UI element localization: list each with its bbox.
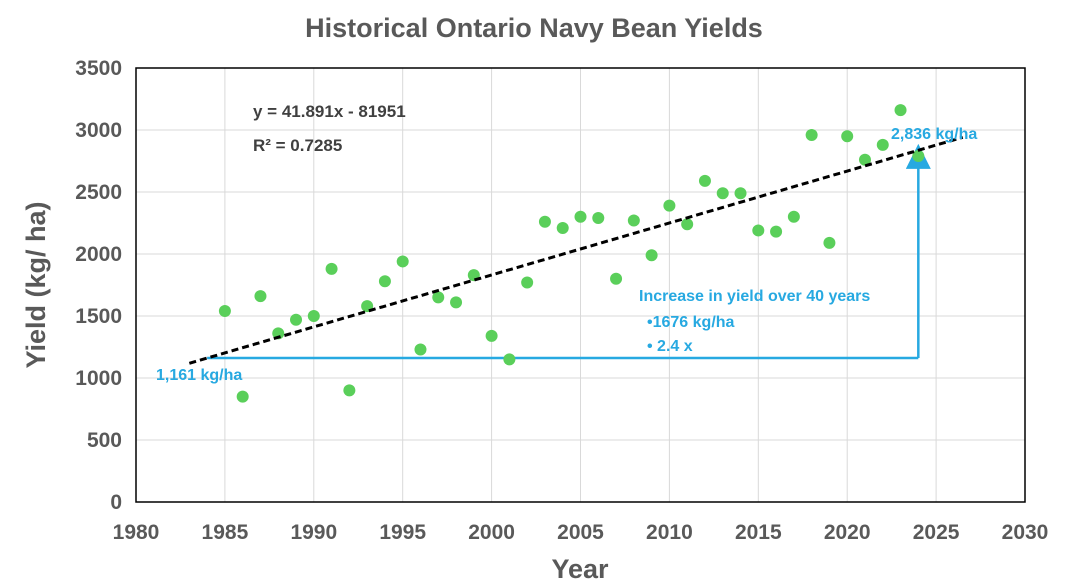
data-point-2017 — [787, 210, 800, 223]
trendline-path — [188, 135, 964, 365]
x-tick-label-2010: 2010 — [646, 521, 693, 544]
trendline-r-squared: R² = 0.7285 — [253, 136, 342, 155]
y-axis-ticks: 0 500 1000 1500 2000 2500 3000 3500 — [75, 57, 122, 514]
data-point-2006 — [592, 212, 605, 225]
data-point-2016 — [770, 225, 783, 238]
data-point-2013 — [716, 187, 729, 200]
x-tick-label-2005: 2005 — [557, 521, 604, 544]
y-tick-label-2500: 2500 — [75, 181, 122, 204]
x-tick-label-2020: 2020 — [824, 521, 871, 544]
gridlines — [135, 67, 1026, 503]
data-point-1987 — [254, 290, 267, 303]
data-point-2022 — [876, 138, 889, 151]
y-tick-label-1000: 1000 — [75, 367, 122, 390]
data-point-1996 — [414, 343, 427, 356]
data-point-1998 — [450, 296, 463, 309]
increase-annotation-lines — [207, 143, 931, 360]
x-tick-label-1990: 1990 — [290, 521, 337, 544]
trendline — [188, 135, 964, 365]
data-point-2003 — [538, 215, 551, 228]
data-point-2005 — [574, 210, 587, 223]
data-point-2019 — [823, 236, 836, 249]
x-tick-label-2025: 2025 — [913, 521, 960, 544]
x-tick-label-2015: 2015 — [735, 521, 782, 544]
data-point-1990 — [307, 310, 320, 322]
y-tick-label-2000: 2000 — [75, 243, 122, 266]
y-tick-label-0: 0 — [110, 491, 122, 514]
x-tick-label-2000: 2000 — [468, 521, 515, 544]
increase-item-amount: •1676 kg/ha — [647, 314, 735, 331]
chart-title: Historical Ontario Navy Bean Yields — [305, 13, 763, 43]
data-point-2014 — [734, 187, 747, 200]
data-point-2004 — [556, 221, 569, 234]
data-point-1986 — [236, 390, 249, 403]
plot-area-border — [135, 67, 1026, 503]
data-point-2012 — [698, 174, 711, 187]
y-tick-label-1500: 1500 — [75, 305, 122, 328]
data-point-2000 — [485, 329, 498, 342]
data-point-1992 — [343, 384, 356, 397]
data-points — [218, 104, 925, 403]
data-point-2001 — [503, 353, 516, 366]
data-point-2023 — [894, 104, 907, 117]
trendline-equation: y = 41.891x - 81951 — [253, 102, 406, 121]
x-axis-ticks: 1980 1985 1990 1995 2000 2005 2010 2015 2020 2025… — [113, 521, 1049, 544]
data-point-2018 — [805, 128, 818, 141]
data-point-2011 — [681, 218, 694, 231]
end-yield-label: 2,836 kg/ha — [891, 126, 977, 143]
data-point-2009 — [645, 249, 658, 262]
data-point-2020 — [841, 130, 854, 143]
data-point-1991 — [325, 262, 338, 275]
data-point-1995 — [396, 255, 409, 268]
data-point-1989 — [290, 313, 303, 326]
x-tick-label-2030: 2030 — [1002, 521, 1049, 544]
start-yield-label: 1,161 kg/ha — [156, 367, 242, 384]
data-point-2024 — [912, 150, 925, 163]
y-tick-label-500: 500 — [87, 429, 122, 452]
increase-title: Increase in yield over 40 years — [639, 288, 870, 305]
data-point-1985 — [218, 305, 231, 318]
x-tick-label-1985: 1985 — [202, 521, 249, 544]
data-point-1994 — [378, 275, 391, 288]
data-point-2010 — [663, 199, 676, 212]
x-tick-label-1995: 1995 — [379, 521, 426, 544]
data-point-1997 — [432, 291, 445, 304]
data-point-2008 — [627, 214, 640, 227]
y-tick-label-3000: 3000 — [75, 119, 122, 142]
data-point-1988 — [272, 327, 285, 340]
y-tick-label-3500: 3500 — [75, 57, 122, 80]
x-tick-label-1980: 1980 — [113, 521, 160, 544]
x-axis-label: Year — [551, 554, 609, 580]
data-point-2007 — [610, 272, 623, 285]
data-point-2002 — [521, 276, 534, 289]
data-point-2015 — [752, 224, 765, 237]
y-axis-label: Yield (kg/ ha) — [21, 201, 51, 368]
increase-item-factor: • 2.4 x — [647, 338, 693, 355]
data-point-2021 — [858, 153, 871, 166]
